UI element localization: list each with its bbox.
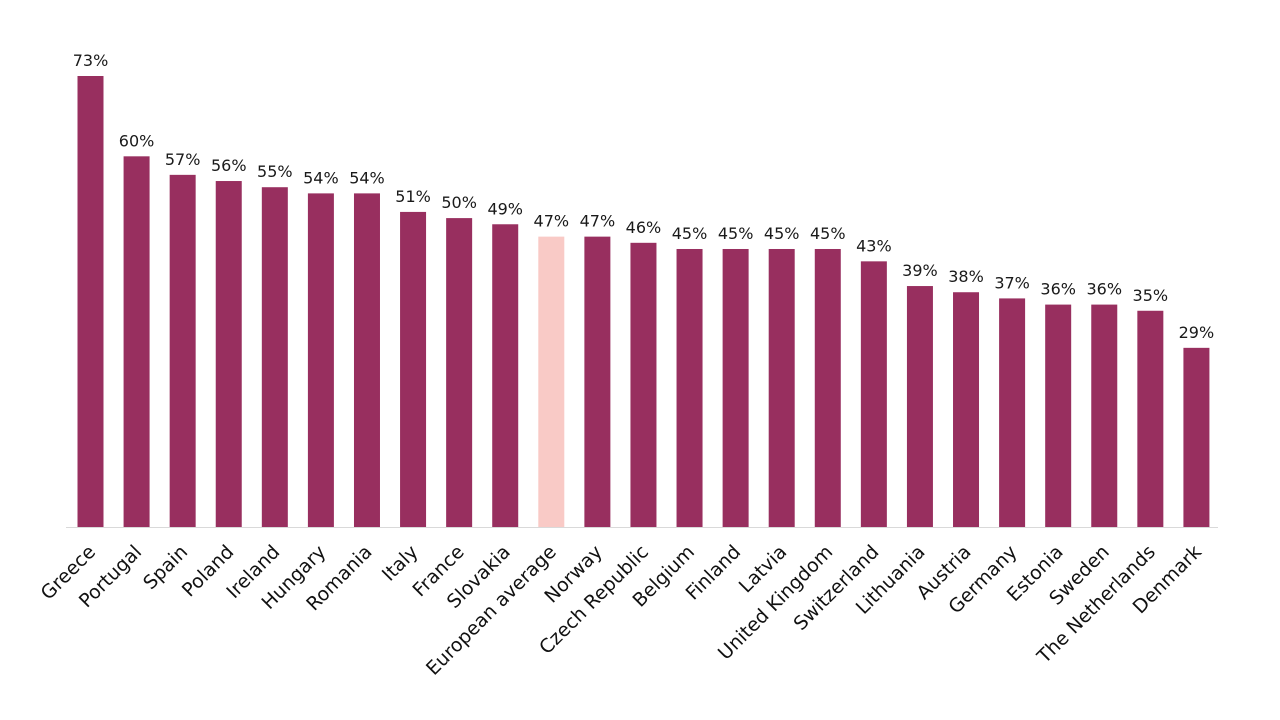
bar-greece [77, 76, 104, 527]
value-label-spain: 57% [165, 150, 201, 169]
bar-ireland [261, 187, 288, 527]
bar-slovakia [492, 224, 519, 527]
value-label-lithuania: 39% [902, 261, 938, 280]
value-label-france: 50% [441, 193, 477, 212]
value-label-germany: 37% [994, 273, 1030, 292]
value-label-belgium: 45% [672, 224, 708, 243]
bar-sweden [1091, 304, 1118, 527]
bar-finland [722, 248, 749, 528]
bar-european-average [538, 236, 565, 527]
bar-the-netherlands [1137, 310, 1164, 527]
bar-switzerland [860, 261, 887, 527]
value-label-switzerland: 43% [856, 236, 892, 255]
value-label-czech-republic: 46% [626, 218, 662, 237]
bar-spain [169, 174, 196, 527]
bar-lithuania [906, 286, 933, 527]
bar-denmark [1183, 347, 1210, 527]
bars-group [77, 76, 1210, 528]
value-label-romania: 54% [349, 168, 385, 187]
bar-germany [999, 298, 1026, 527]
bar-france [446, 218, 473, 527]
bar-austria [953, 292, 980, 527]
value-label-poland: 56% [211, 156, 247, 175]
value-label-hungary: 54% [303, 168, 339, 187]
bar-italy [400, 211, 427, 528]
value-label-estonia: 36% [1040, 280, 1076, 299]
value-label-slovakia: 49% [487, 199, 523, 218]
value-label-sweden: 36% [1086, 280, 1122, 299]
value-labels-group: 73% 60% 57% 56% 55% 54% 54% 51% 50% 49% 47% 47% 46% 4… [73, 51, 1214, 342]
x-tick-labels-group: GreecePortugalSpainPolandIrelandHungaryR… [37, 541, 1206, 680]
value-label-greece: 73% [73, 51, 109, 70]
bar-poland [215, 181, 242, 527]
bar-united-kingdom [814, 248, 841, 528]
value-label-european-average: 47% [534, 212, 570, 231]
value-label-norway: 47% [580, 212, 616, 231]
bar-latvia [768, 248, 795, 528]
bar-estonia [1045, 304, 1072, 527]
value-label-italy: 51% [395, 187, 431, 206]
value-label-denmark: 29% [1179, 323, 1215, 342]
value-label-austria: 38% [948, 267, 984, 286]
value-label-latvia: 45% [764, 224, 800, 243]
bar-romania [353, 193, 380, 527]
value-label-united-kingdom: 45% [810, 224, 846, 243]
value-label-finland: 45% [718, 224, 754, 243]
bar-norway [584, 236, 611, 527]
bar-portugal [123, 156, 150, 527]
value-label-the-netherlands: 35% [1133, 286, 1169, 305]
value-label-ireland: 55% [257, 162, 293, 181]
bar-czech-republic [630, 242, 657, 527]
value-label-portugal: 60% [119, 131, 155, 150]
bar-belgium [676, 248, 703, 528]
bar-hungary [307, 193, 334, 527]
